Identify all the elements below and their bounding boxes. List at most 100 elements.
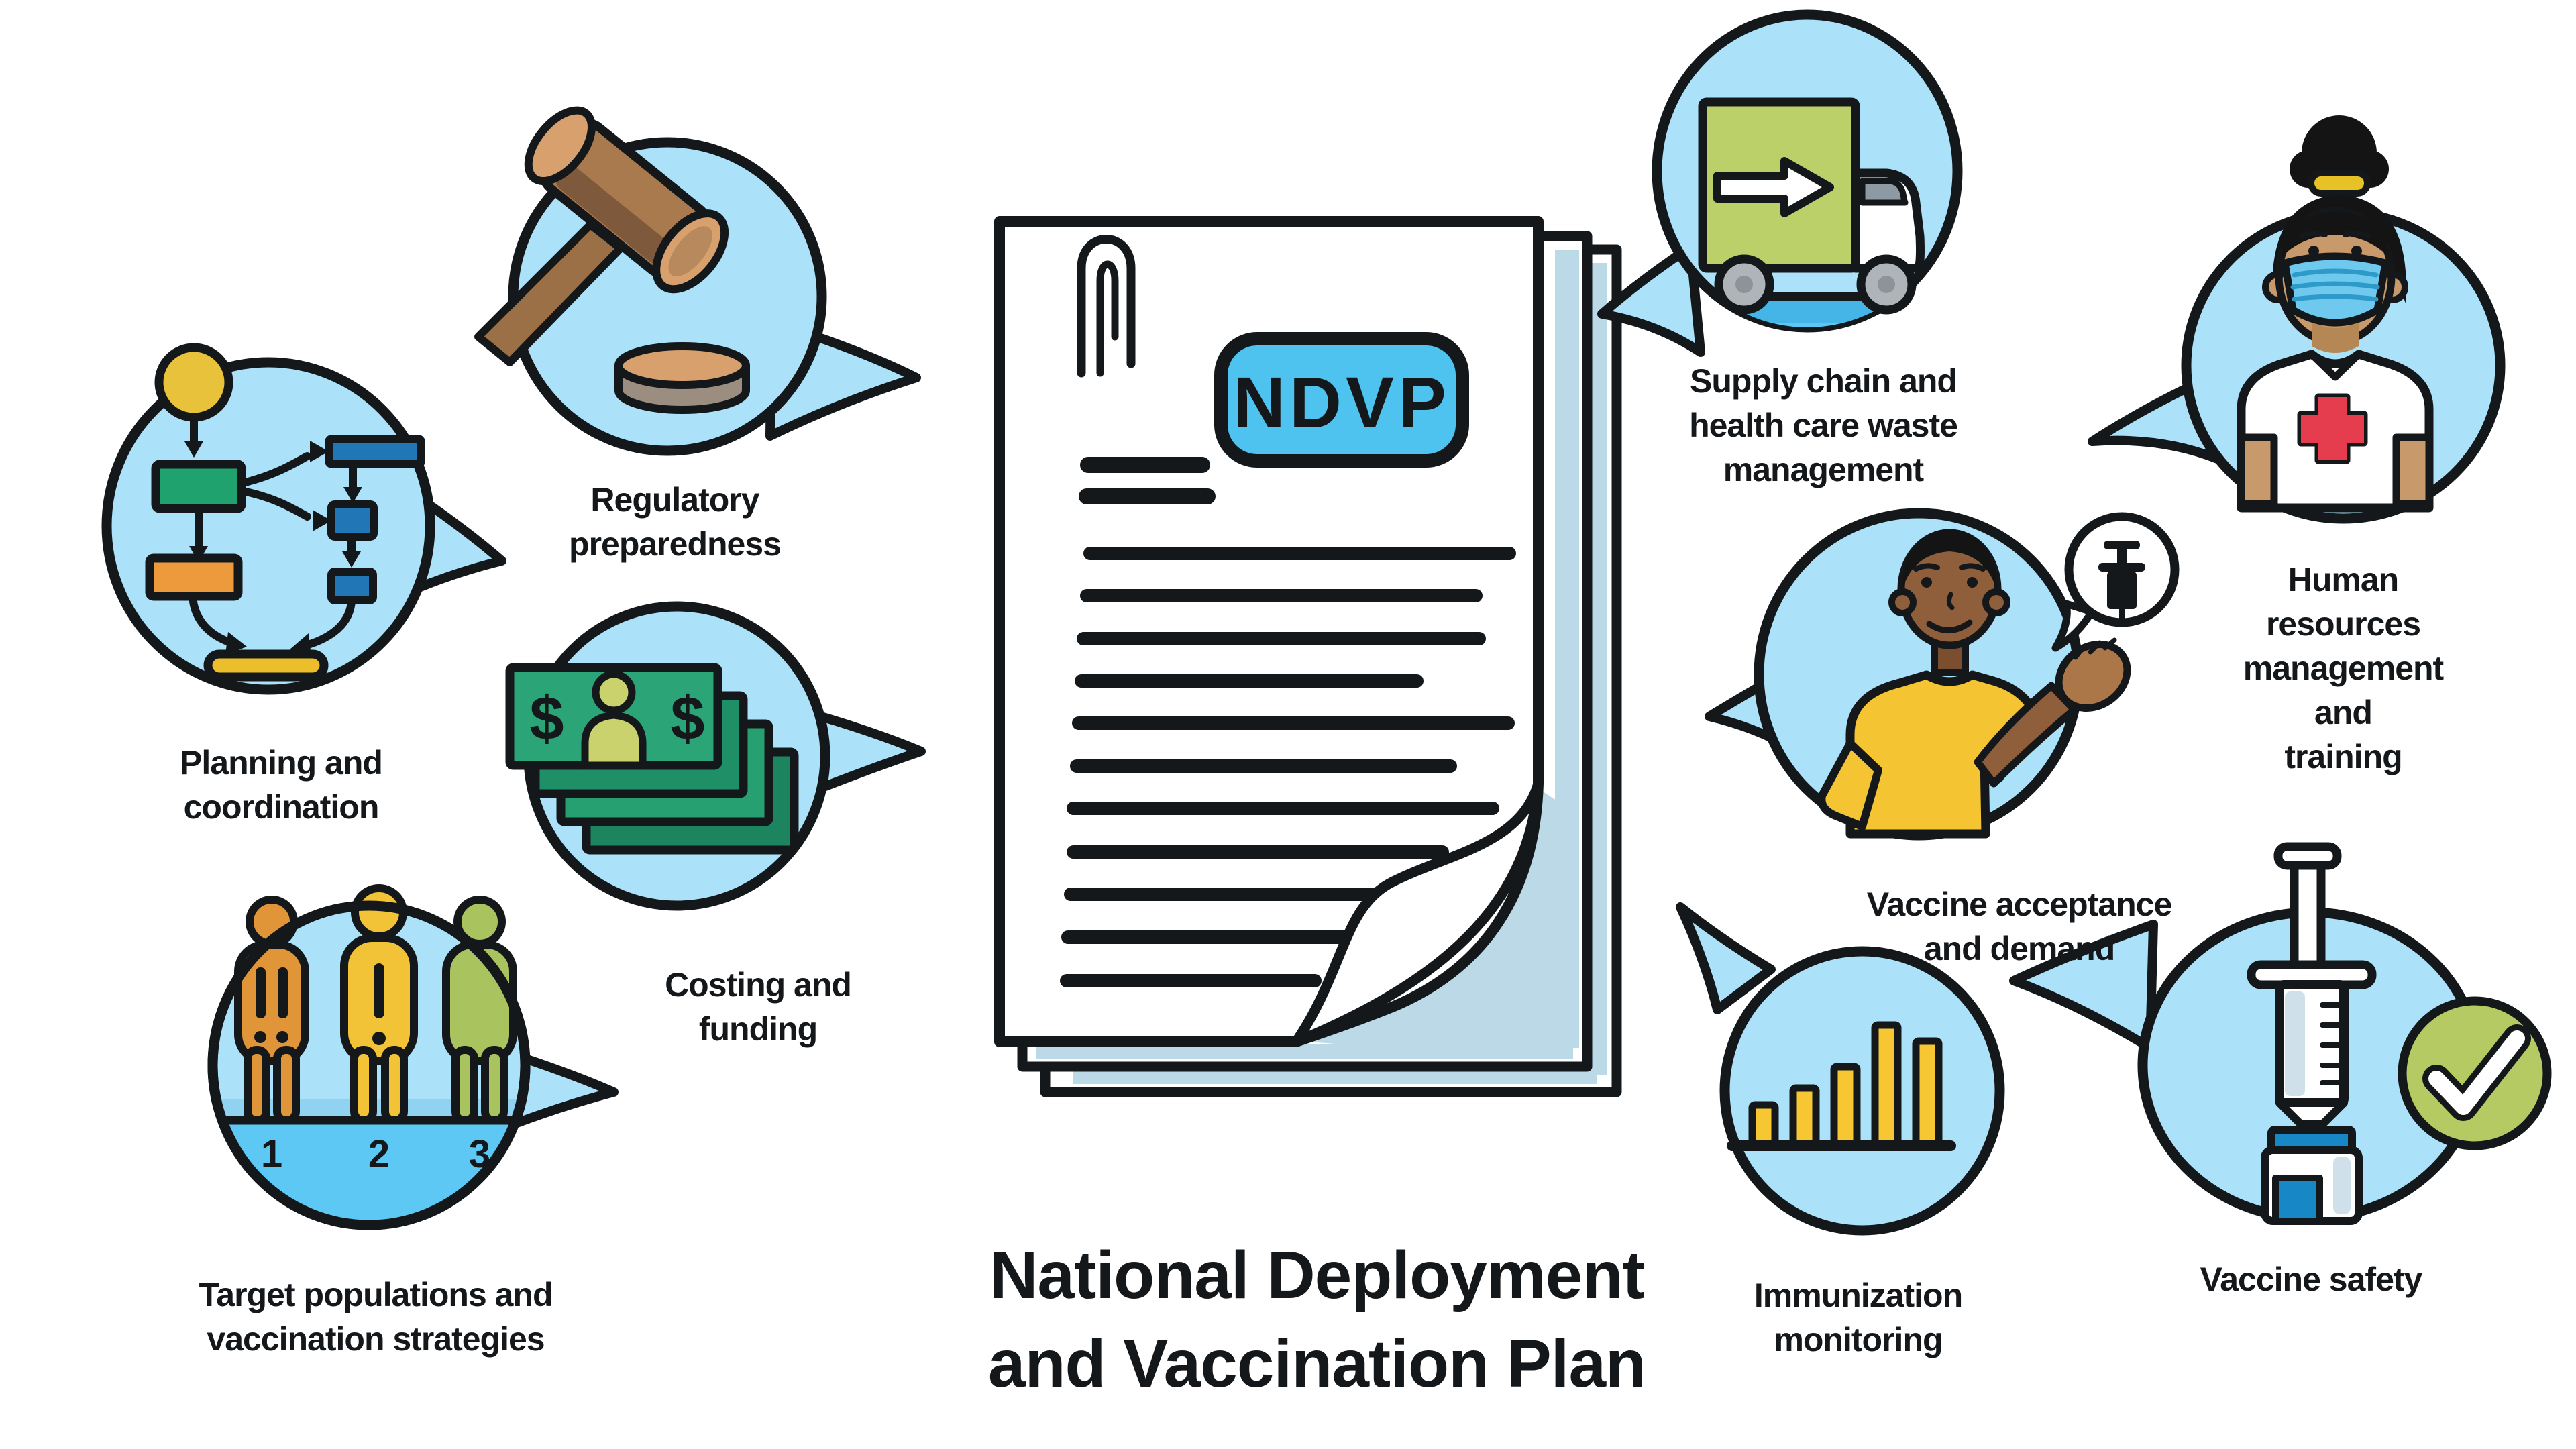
syringe-glyph-icon (2098, 541, 2145, 625)
open-hand (2055, 640, 2131, 712)
gavel-head (524, 106, 729, 294)
document-heading-marks (1079, 457, 1216, 504)
nose (1946, 592, 1955, 610)
forearm (1974, 682, 2078, 788)
label-target-populations: Target populations and vaccination strat… (199, 1276, 553, 1358)
chart-bar (1871, 1021, 1902, 1150)
eye (1921, 577, 1932, 588)
exclamation-mark (256, 967, 266, 1018)
exclamation-mark (278, 967, 288, 1018)
chart-bar (1830, 1063, 1861, 1150)
eyebrow (1959, 563, 1986, 572)
health-worker-icon (2237, 115, 2434, 513)
eyebrow (1913, 563, 1940, 572)
page3-bottom-shading (1073, 1069, 1597, 1084)
flowchart-orange-box (145, 553, 243, 601)
truck-wheel-hub (1735, 276, 1753, 293)
flowchart-blue-box-top (325, 435, 425, 468)
label-supply-chain: Supply chain and health care waste manag… (1689, 362, 1958, 488)
dollar-sign-left: $ (529, 684, 564, 753)
page-title: National Deployment and Vaccination Plan (987, 1238, 1646, 1401)
truck-arrow (1713, 157, 1834, 217)
page3-edge-shading (1590, 263, 1607, 1075)
ear (1888, 588, 1917, 616)
document-text-lines (1060, 547, 1516, 987)
syringe-plunger-rod (2290, 861, 2326, 969)
checkmark (2428, 1030, 2525, 1115)
flowchart-blue-box-mid (327, 500, 378, 541)
face-mask (2281, 252, 2390, 327)
paperclip-icon (1077, 235, 1136, 378)
hair-fringe (2282, 212, 2389, 256)
gavel-icon (474, 106, 750, 414)
label-vaccine-acceptance: Vaccine acceptance and demand (1866, 885, 2173, 967)
hair (1901, 529, 1998, 594)
label-human-resources: Human resources management and training (2243, 561, 2444, 775)
smile (1926, 619, 1973, 633)
eyebrow (2343, 230, 2371, 239)
vial-label (2272, 1175, 2323, 1224)
shirt-sleeve-left (1817, 739, 1882, 830)
supply-bubble-tail (1597, 242, 1705, 357)
mini-speech-tail (2051, 600, 2096, 652)
supply-bubble-group (1597, 9, 1963, 357)
ndvp-badge (1214, 332, 1469, 468)
flowchart-green-box (151, 460, 246, 513)
flowchart-icon (145, 343, 425, 682)
planning-bubble (101, 357, 435, 695)
mask-strap (2275, 264, 2288, 284)
group-number-2: 2 (368, 1132, 390, 1176)
mask-pleats (2290, 268, 2380, 302)
regulatory-bubble-group (474, 106, 921, 456)
finger-lines (2073, 637, 2117, 660)
red-cross (2297, 393, 2368, 464)
syringe-taper (2275, 1099, 2348, 1128)
chart-bar (1748, 1101, 1779, 1150)
costing-bubble-group: $ $ (505, 601, 926, 911)
banknote-person-head (592, 670, 636, 714)
target-bubble-group: 1 2 3 (207, 884, 619, 1230)
dollar-sign-right: $ (670, 684, 704, 753)
monitoring-bubble-group (1676, 902, 2005, 1236)
flowchart-start-node (154, 343, 233, 422)
neck-shadow (2312, 321, 2359, 353)
group-number-1: 1 (261, 1132, 282, 1176)
priority-groups-icon: 1 2 3 (217, 884, 521, 1176)
safety-bubble-tail (2009, 920, 2158, 1053)
page-curl (1291, 778, 1544, 1047)
planning-bubble-group (101, 343, 506, 695)
label-regulatory-preparedness: Regulatory preparedness (569, 481, 782, 563)
label-planning-and-coordination: Planning and coordination (180, 744, 383, 826)
syringe-vial-check-icon (2247, 842, 2552, 1225)
eye (1967, 577, 1978, 588)
chart-bar (1912, 1037, 1943, 1150)
page-curl-shadow (1300, 792, 1574, 1044)
label-vaccine-safety: Vaccine safety (2200, 1260, 2423, 1298)
bar-chart-icon (1727, 1021, 1956, 1151)
safety-bubble-group (2009, 842, 2552, 1225)
flowchart-blue-box-bottom (327, 568, 377, 604)
page2-bottom-shading (1036, 1044, 1573, 1059)
banknotes-icon: $ $ (505, 663, 799, 855)
ndvp-document: NDVP (994, 216, 1622, 1097)
gavel-block-top (614, 342, 750, 389)
hair-tie (2308, 170, 2371, 197)
truck-wheel-hub (1878, 276, 1895, 293)
chart-bar (1789, 1084, 1820, 1150)
syringe-barrel-shading (2285, 991, 2305, 1096)
label-immunization-monitoring: Immunization monitoring (1754, 1277, 1963, 1358)
truck-window (1859, 178, 1909, 206)
ear (1982, 588, 2010, 616)
vial-shading (2333, 1157, 2351, 1214)
banknote-person-body (581, 711, 647, 769)
delivery-truck-icon (1698, 97, 1925, 315)
target-bubble-rim (207, 900, 531, 1230)
flowchart-end-bar (203, 649, 329, 682)
syringe-scale-ticks (2320, 1002, 2343, 1085)
label-costing-and-funding: Costing and funding (665, 966, 852, 1048)
monitoring-bubble-tail (1676, 902, 1776, 1014)
acceptance-bubble-group (1705, 508, 2180, 841)
priority-figure-1 (234, 896, 309, 1124)
